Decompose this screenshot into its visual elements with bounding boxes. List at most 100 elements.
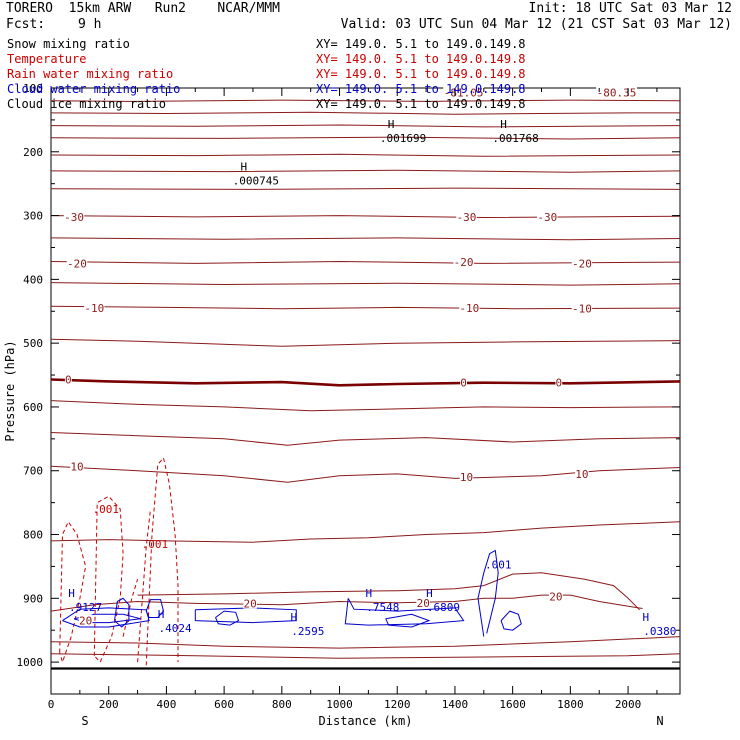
cloud-water-max-marker: H: [158, 608, 165, 621]
isotherm-label-bg: [63, 210, 85, 222]
snow-max-value: .000745: [233, 175, 279, 188]
cloud-water-max-marker: H: [642, 611, 649, 624]
isotherm-line: [50, 99, 681, 102]
y-tick-label: 500: [23, 337, 43, 350]
forecast-value: 9 h: [78, 17, 102, 32]
y-tick-label: 1000: [17, 656, 44, 669]
isotherm-label-bg: [443, 86, 485, 98]
snow-max-marker: H: [241, 161, 248, 174]
x-tick-label: 600: [214, 698, 234, 711]
legend-field-name: Temperature: [7, 52, 86, 66]
isotherm-label: -20: [454, 256, 474, 269]
isotherm-line: [50, 260, 681, 264]
y-tick-label: 900: [23, 592, 43, 605]
isotherm-label: -20: [572, 257, 592, 270]
isotherm-label: 20: [417, 597, 430, 610]
isotherm-label: -10: [459, 302, 479, 315]
isotherm-line: [50, 465, 681, 483]
isotherm-label-bg: [575, 467, 589, 479]
cloud-water-contour: [114, 597, 130, 628]
y-top-tick-label: 100: [23, 82, 43, 95]
isotherm-label-bg: [416, 596, 431, 608]
cloud-water-max-marker: H: [365, 587, 372, 600]
cloud-water-contour: [145, 599, 165, 618]
forecast-label: Fcst:: [6, 17, 46, 32]
legend-xy-line: XY= 149.0. 5.1 to 149.0.149.8: [316, 37, 526, 51]
legend-field-name: Snow mixing ratio: [7, 37, 130, 51]
cloud-water-max-marker: H: [426, 587, 433, 600]
cloud-water-max-value: .7548: [366, 601, 399, 614]
isotherm-label-bg: [243, 597, 257, 609]
x-tick-label: 1400: [442, 698, 469, 711]
isotherm-label-bg: [555, 376, 563, 388]
isotherm-label: -20: [67, 257, 87, 270]
isotherm-line: [50, 136, 681, 140]
isotherm-line: [50, 187, 681, 190]
isotherm-line: [50, 215, 681, 219]
isotherm-label: -10: [572, 303, 592, 316]
y-tick-label: 700: [23, 465, 43, 478]
x-tick-label: 200: [99, 698, 119, 711]
y-axis-label: Pressure (hPa): [3, 340, 17, 441]
cloud-water-label: .001: [485, 559, 512, 572]
isotherm-label: -30: [457, 211, 477, 224]
plot-frame: [50, 87, 681, 695]
isotherm-line: [50, 378, 681, 387]
isotherm-line: [50, 153, 681, 157]
cloud-water-max-marker: H: [68, 587, 75, 600]
isotherm-label-bg: [537, 210, 558, 222]
cloud-water-contour: [477, 549, 499, 637]
isotherm-line: [50, 338, 681, 347]
isotherm-label: -10: [84, 302, 104, 315]
y-tick-label: 600: [23, 401, 43, 414]
isotherm-label: 20: [243, 597, 256, 610]
cloud-water-contour: [500, 610, 522, 631]
isotherm-line: [50, 400, 681, 412]
isotherm-line: [50, 111, 680, 115]
cloud-water-max-value: .4024: [159, 622, 192, 635]
isotherm-label-bg: [596, 86, 637, 98]
rain-label: .001: [142, 538, 169, 551]
isotherm-label-bg: [571, 257, 593, 269]
isotherm-label: 0: [65, 374, 72, 387]
y-tick-label: 300: [23, 210, 43, 223]
section-end-label: N: [656, 714, 663, 728]
legend-xy-line: XY= 149.0. 5.1 to 149.0.149.8: [316, 97, 526, 111]
cloud-water-contour: [344, 598, 465, 626]
legend-xy-line: XY= 149.0. 5.1 to 149.0.149.8: [316, 82, 526, 96]
legend-field-name: Rain water mixing ratio: [7, 67, 173, 81]
isotherm-label-bg: [66, 257, 88, 269]
isotherm-label: -30: [537, 211, 557, 224]
cloud-water-max-marker: H: [290, 611, 297, 624]
isotherm-line: [50, 124, 681, 128]
x-tick-label: 400: [156, 698, 176, 711]
y-tick-label: 200: [23, 146, 43, 159]
isotherm-label: 20: [549, 590, 562, 603]
isotherm-label: 20: [79, 615, 92, 628]
snow-max-value: .001699: [380, 132, 426, 145]
model-title: TORERO 15km ARW Run2 NCAR/MMM: [6, 1, 280, 16]
isotherm-line: [50, 282, 681, 286]
isotherm-label-bg: [84, 302, 105, 314]
isotherm-label-bg: [459, 302, 480, 314]
legend-xy-line: XY= 149.0. 5.1 to 149.0.149.8: [316, 52, 526, 66]
rain-contour: [93, 495, 124, 664]
cloud-water-contour: [385, 613, 431, 628]
snow-max-marker: H: [388, 118, 395, 131]
isotherm-line: [50, 305, 681, 310]
legend-field-name: Cloud water mixing ratio: [7, 82, 180, 96]
cloud-water-max-value: .9127: [69, 601, 102, 614]
x-tick-label: 1200: [384, 698, 411, 711]
cloud-water-max-value: .2595: [291, 625, 324, 638]
isotherm-line: [137, 572, 640, 611]
isotherm-label-bg: [70, 460, 84, 472]
x-tick-label: 1600: [499, 698, 526, 711]
isotherm-label-bg: [459, 471, 474, 483]
cloud-water-max-value: .6809: [427, 601, 460, 614]
isotherm-label: -80.35: [597, 86, 637, 99]
rain-contour: [137, 508, 151, 663]
isotherm-label-bg: [453, 256, 474, 268]
y-tick-label: 400: [23, 273, 43, 286]
isotherm-label: 0: [556, 377, 563, 390]
isotherm-label: 10: [460, 471, 473, 484]
